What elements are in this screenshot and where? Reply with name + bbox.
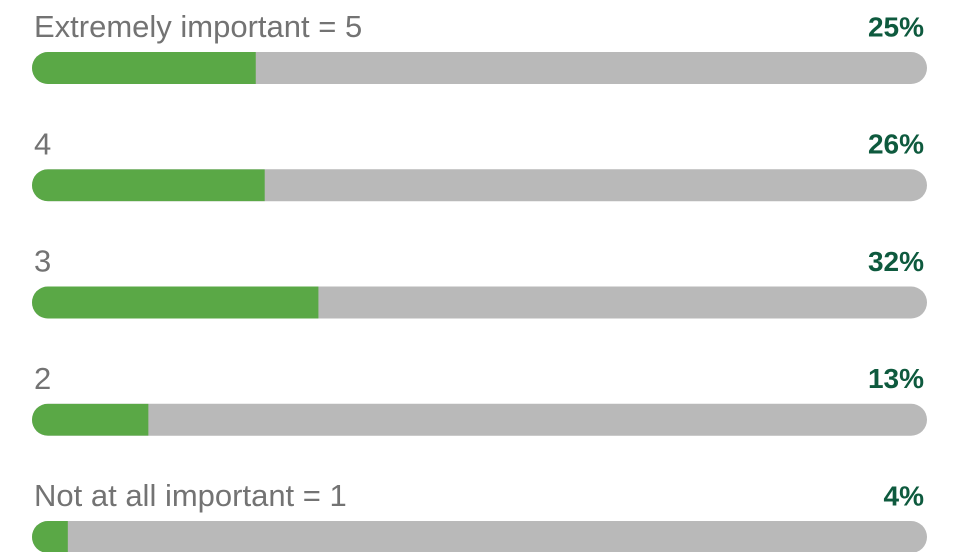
- value-label: 4%: [884, 480, 925, 511]
- bar: [32, 403, 149, 436]
- category-label: Not at all important = 1: [34, 478, 347, 513]
- value-label: 25%: [868, 11, 924, 42]
- track: [32, 521, 927, 552]
- bar: [32, 286, 319, 319]
- value-label: 13%: [868, 363, 924, 394]
- value-label: 26%: [868, 129, 924, 160]
- bar: [32, 521, 68, 552]
- category-label: 3: [34, 244, 51, 279]
- category-label: Extremely important = 5: [34, 9, 362, 44]
- bar: [32, 52, 256, 84]
- value-label: 32%: [868, 246, 924, 277]
- category-label: 2: [34, 361, 51, 396]
- track: [32, 403, 927, 436]
- bar: [32, 169, 265, 202]
- category-label: 4: [34, 126, 51, 161]
